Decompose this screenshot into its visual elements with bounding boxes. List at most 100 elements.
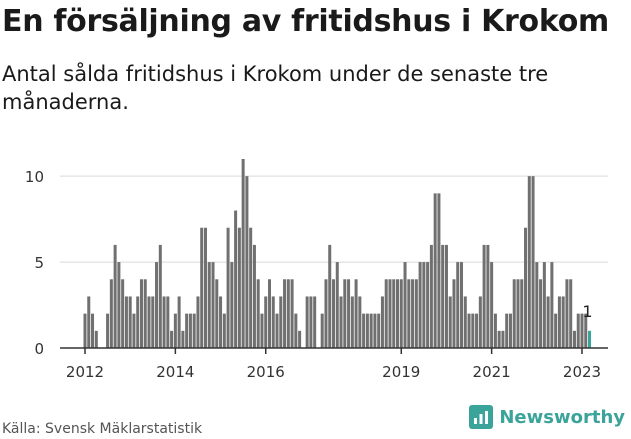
bar: [554, 313, 558, 348]
bar: [106, 313, 110, 348]
bar: [155, 262, 159, 348]
bar: [418, 262, 422, 348]
bar: [109, 279, 113, 348]
bar: [170, 330, 174, 348]
bar: [437, 193, 441, 348]
bar: [267, 279, 271, 348]
bar: [572, 330, 576, 348]
bar: [531, 176, 535, 348]
bar: [350, 296, 354, 348]
bar: [354, 279, 358, 348]
bar: [162, 296, 166, 348]
bar: [128, 296, 132, 348]
bar: [524, 227, 528, 348]
bar: [373, 313, 377, 348]
bar: [490, 262, 494, 348]
bar: [557, 296, 561, 348]
bar: [252, 244, 256, 348]
bar: [584, 313, 588, 348]
bar: [207, 262, 211, 348]
bar: [576, 313, 580, 348]
bar: [331, 279, 336, 348]
bar: [429, 244, 433, 348]
bar: [117, 262, 121, 348]
bar: [362, 313, 366, 348]
bar: [369, 313, 373, 348]
bar: [219, 296, 223, 348]
bar: [185, 313, 189, 348]
bar: [271, 296, 275, 348]
bar: [328, 244, 332, 348]
bar: [166, 296, 170, 348]
bar-chart: 0 5 10 1 2012 2014 2016 2019 2021 2023: [25, 159, 608, 381]
bar: [426, 262, 430, 348]
bar: [181, 330, 185, 348]
bar: [121, 279, 125, 348]
bar: [192, 313, 196, 348]
bar-highlight: [588, 330, 592, 348]
bar: [411, 279, 415, 348]
bar: [561, 296, 565, 348]
bar: [388, 279, 392, 348]
bar: [256, 279, 260, 348]
bar: [505, 313, 509, 348]
bar: [508, 313, 512, 348]
bar: [343, 279, 347, 348]
x-tick-label: 2023: [563, 363, 601, 381]
bar: [512, 279, 516, 348]
bar: [237, 227, 241, 348]
bar: [527, 176, 531, 348]
bar: [320, 313, 324, 348]
bar: [444, 244, 448, 348]
bar: [535, 262, 539, 348]
bar: [173, 313, 177, 348]
bar: [441, 244, 445, 348]
bar: [309, 296, 313, 348]
bar: [456, 262, 460, 348]
bar: [497, 330, 501, 348]
bar: [335, 262, 339, 348]
bar: [520, 279, 524, 348]
bar: [139, 279, 143, 348]
bar: [471, 313, 475, 348]
x-tick-label: 2012: [66, 363, 104, 381]
bar: [478, 296, 482, 348]
bar: [234, 210, 238, 348]
bar: [283, 279, 287, 348]
bar: [565, 279, 569, 348]
bar: [493, 313, 497, 348]
bar: [433, 193, 437, 348]
bar: [550, 262, 554, 348]
bar: [414, 279, 418, 348]
bar: [124, 296, 128, 348]
bar: [249, 227, 253, 348]
bar: [501, 330, 505, 348]
bar: [260, 313, 264, 348]
x-tick-label: 2019: [382, 363, 420, 381]
bar: [516, 279, 520, 348]
bar: [230, 262, 234, 348]
bar: [286, 279, 290, 348]
bar: [324, 279, 328, 348]
bar: [452, 279, 456, 348]
bar: [177, 296, 181, 348]
bar: [377, 313, 381, 348]
bar: [275, 313, 279, 348]
bar: [365, 313, 369, 348]
highlight-value-label: 1: [582, 302, 592, 321]
bar: [188, 313, 192, 348]
bar: [279, 296, 283, 348]
bar: [539, 279, 543, 348]
bar: [358, 296, 362, 348]
bar: [245, 176, 249, 348]
bar: [475, 313, 479, 348]
bar: [294, 313, 298, 348]
bar: [158, 244, 162, 348]
bar: [196, 296, 200, 348]
bar: [392, 279, 396, 348]
bar: [132, 313, 136, 348]
bar: [448, 296, 452, 348]
y-tick-label: 5: [34, 254, 44, 272]
bar: [467, 313, 471, 348]
bar: [151, 296, 155, 348]
